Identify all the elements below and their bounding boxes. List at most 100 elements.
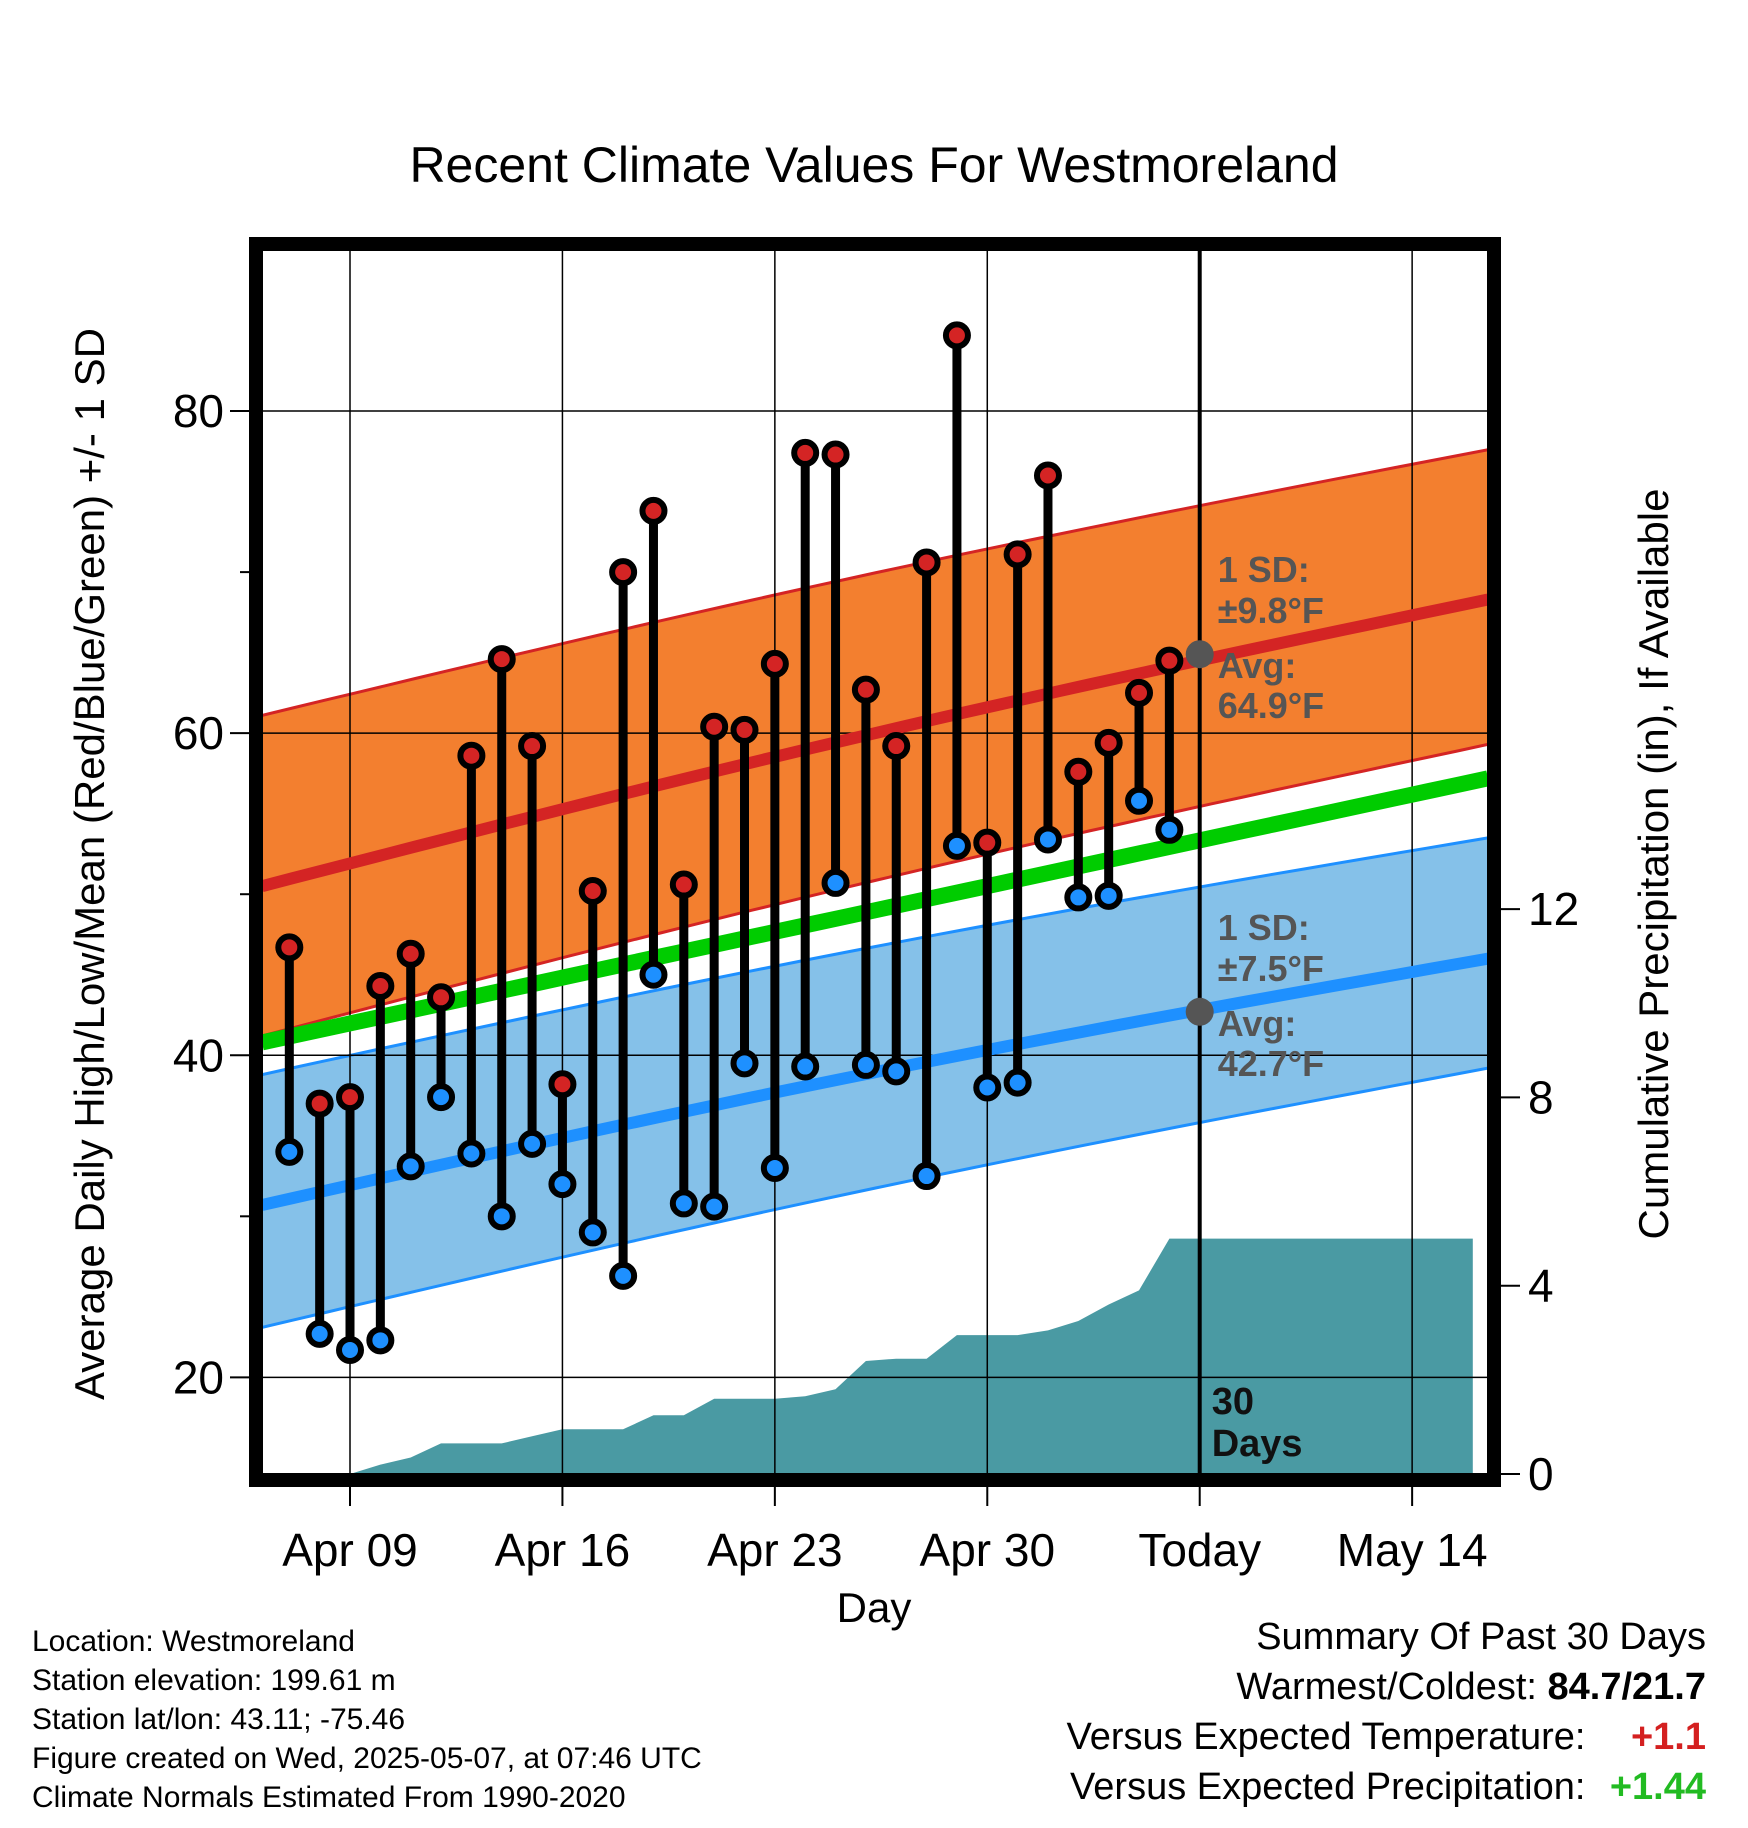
high-sd-upper-edge [262,448,1488,717]
daily-low-point [1155,815,1184,844]
daily-high-point [609,558,638,587]
precipitation-area [350,1238,1473,1474]
x-tick-label: Apr 16 [495,1524,631,1576]
daily-low-point [821,868,850,897]
daily-low-point [396,1152,425,1181]
high-avg-marker [1185,640,1214,669]
x-axis-ticks: Apr 09 Apr 16 Apr 23 Apr 30 Today May 14 [282,1487,1488,1576]
daily-low-point [518,1129,547,1158]
daily-low-point [1125,786,1154,815]
daily-low-point [1064,883,1093,912]
meta-location: Location: Westmoreland [32,1625,355,1658]
daily-high-point [396,939,425,968]
daily-low-point [730,1049,759,1078]
summary-panel: Summary Of Past 30 Days Warmest/Coldest:… [1067,1612,1706,1812]
x-tick-label: Apr 09 [282,1524,418,1576]
x-axis-label: Day [837,1584,912,1631]
y2-tick-label: 4 [1528,1260,1554,1312]
daily-low-point [548,1170,577,1199]
low-avg-label-2: 42.7°F [1218,1043,1324,1084]
daily-low-point [700,1192,729,1221]
summary-warmest-label: Warmest/Coldest: [1236,1666,1537,1708]
daily-range-bars [275,321,1184,1364]
daily-high-point [548,1070,577,1099]
summary-precip-label: Versus Expected Precipitation: [1070,1766,1586,1808]
daily-high-point [1094,728,1123,757]
summary-temp-value: +1.1 [1630,1716,1706,1758]
high-sd-lower-edge [262,742,1488,1038]
daily-low-point [578,1218,607,1247]
station-metadata: Location: Westmoreland Station elevation… [32,1622,702,1817]
summary-temp-label: Versus Expected Temperature: [1066,1716,1586,1758]
daily-low-point [427,1083,456,1112]
high-sd-band [262,449,1488,1036]
daily-low-point [912,1162,941,1191]
daily-high-point [275,933,304,962]
meta-created: Figure created on Wed, 2025-05-07, at 07… [32,1742,702,1775]
daily-high-point [427,983,456,1012]
daily-low-point [760,1154,789,1182]
meta-normals: Climate Normals Estimated From 1990-2020 [32,1781,626,1814]
y-axis-label: Average Daily High/Low/Mean (Red/Blue/Gr… [66,328,113,1400]
y2-tick-label: 0 [1528,1448,1554,1500]
daily-high-point [791,438,820,467]
daily-high-point [912,548,941,577]
summary-temp-row: Versus Expected Temperature: +1.1 [1067,1712,1706,1762]
x-tick-label: Today [1138,1524,1261,1576]
meta-elevation: Station elevation: 199.61 m [32,1664,396,1697]
daily-high-point [760,649,789,678]
daily-high-point [305,1089,334,1118]
plot-area [262,250,1488,1474]
daily-low-point [791,1052,820,1081]
daily-high-point [487,645,516,674]
daily-high-point [366,972,395,1001]
meta-latlon: Station lat/lon: 43.11; -75.46 [32,1703,406,1736]
low-sd-label-1: 1 SD: [1218,907,1310,948]
daily-high-point [700,712,729,741]
daily-low-point [973,1073,1002,1102]
daily-high-point [336,1083,365,1112]
daily-high-point [578,876,607,905]
daily-high-point [457,741,486,770]
daily-high-point [1064,757,1093,786]
x-tick-label: May 14 [1337,1524,1488,1576]
high-avg-label-2: 64.9°F [1218,685,1324,726]
daily-high-point [1125,678,1154,707]
y2-tick-label: 12 [1528,883,1579,935]
daily-low-point [305,1319,334,1348]
daily-high-point [1003,540,1032,569]
daily-high-point [973,828,1002,857]
daily-low-point [669,1189,698,1218]
high-sd-label-2: ±9.8°F [1218,590,1324,631]
y-tick-label: 60 [173,707,224,759]
daily-low-point [609,1261,638,1290]
daily-high-point [882,732,911,761]
x-tick-label: Apr 30 [920,1524,1056,1576]
y-axis-ticks: 20 40 60 80 [173,385,249,1403]
low-sd-band [262,837,1488,1328]
summary-precip-row: Versus Expected Precipitation: +1.44 [1067,1762,1706,1812]
daily-low-point [1003,1068,1032,1097]
days-label-2: Days [1212,1423,1303,1465]
y-tick-label: 20 [173,1351,224,1403]
high-avg-label-1: Avg: [1218,645,1297,686]
daily-high-point [1033,461,1062,490]
daily-low-point [1033,825,1062,854]
low-sd-lower-edge [262,1066,1488,1329]
y-tick-label: 40 [173,1029,224,1081]
low-sd-label-2: ±7.5°F [1218,948,1324,989]
low-sd-upper-edge [262,836,1488,1077]
summary-warmest-row: Warmest/Coldest: 84.7/21.7 [1067,1662,1706,1712]
chart-title: Recent Climate Values For Westmoreland [409,137,1338,193]
daily-high-point [730,715,759,744]
daily-low-point [882,1057,911,1086]
x-tick-label: Apr 23 [707,1524,843,1576]
summary-warmest-value: 84.7/21.7 [1547,1666,1706,1708]
daily-high-point [518,732,547,761]
mean-normal-line [262,770,1488,1051]
daily-low-point [639,960,668,989]
normal-bands [262,448,1488,1329]
low-avg-label-1: Avg: [1218,1003,1297,1044]
daily-high-point [669,870,698,899]
